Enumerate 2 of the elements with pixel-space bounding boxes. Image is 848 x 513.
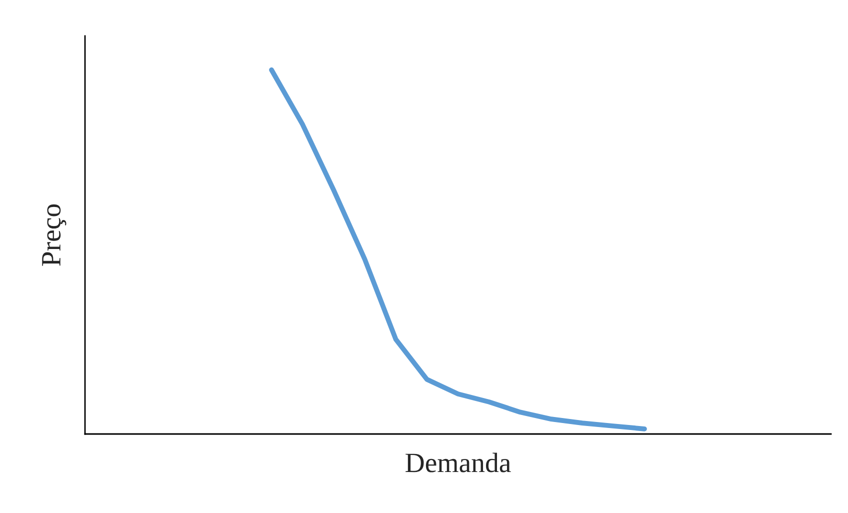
x-axis-title: Demanda [406, 452, 511, 472]
y-axis-title: Preço [42, 204, 66, 266]
